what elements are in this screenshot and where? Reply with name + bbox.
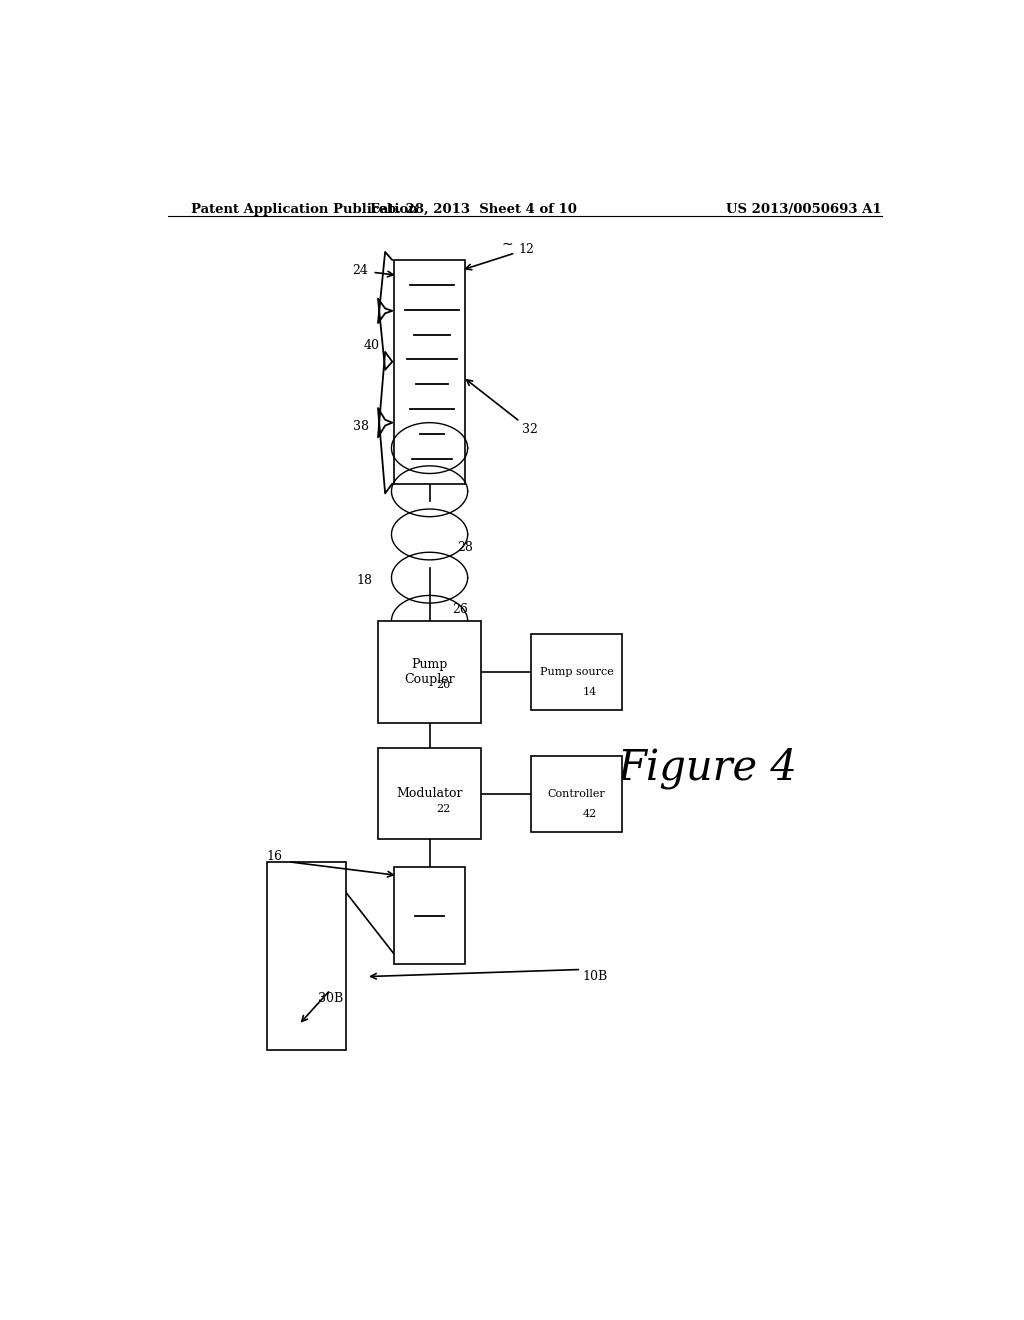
FancyBboxPatch shape [378, 748, 481, 840]
Text: 42: 42 [583, 809, 597, 818]
Text: Feb. 28, 2013  Sheet 4 of 10: Feb. 28, 2013 Sheet 4 of 10 [370, 203, 577, 216]
Text: 30B: 30B [318, 993, 344, 1006]
Text: 16: 16 [267, 850, 283, 863]
FancyBboxPatch shape [530, 634, 622, 710]
Text: Controller: Controller [548, 788, 605, 799]
Text: $\sim$: $\sim$ [499, 236, 514, 249]
Text: 38: 38 [353, 420, 370, 433]
Text: 26: 26 [452, 603, 468, 616]
Text: 20: 20 [436, 680, 451, 690]
Text: 22: 22 [436, 804, 451, 814]
FancyBboxPatch shape [378, 620, 481, 722]
Text: US 2013/0050693 A1: US 2013/0050693 A1 [726, 203, 882, 216]
Text: Figure 4: Figure 4 [617, 747, 798, 789]
FancyBboxPatch shape [530, 755, 622, 832]
FancyBboxPatch shape [394, 260, 465, 483]
Text: Modulator: Modulator [396, 787, 463, 800]
Text: 18: 18 [356, 574, 373, 586]
Text: 40: 40 [364, 339, 380, 352]
Text: 28: 28 [458, 541, 473, 554]
Text: 14: 14 [583, 686, 597, 697]
Text: Pump
Coupler: Pump Coupler [404, 657, 455, 685]
Text: 24: 24 [352, 264, 368, 277]
Text: 10B: 10B [582, 970, 607, 983]
FancyBboxPatch shape [267, 862, 346, 1051]
Text: 32: 32 [521, 424, 538, 437]
Text: 12: 12 [518, 243, 535, 256]
Text: Patent Application Publication: Patent Application Publication [191, 203, 418, 216]
Text: Pump source: Pump source [540, 667, 613, 677]
FancyBboxPatch shape [394, 867, 465, 964]
